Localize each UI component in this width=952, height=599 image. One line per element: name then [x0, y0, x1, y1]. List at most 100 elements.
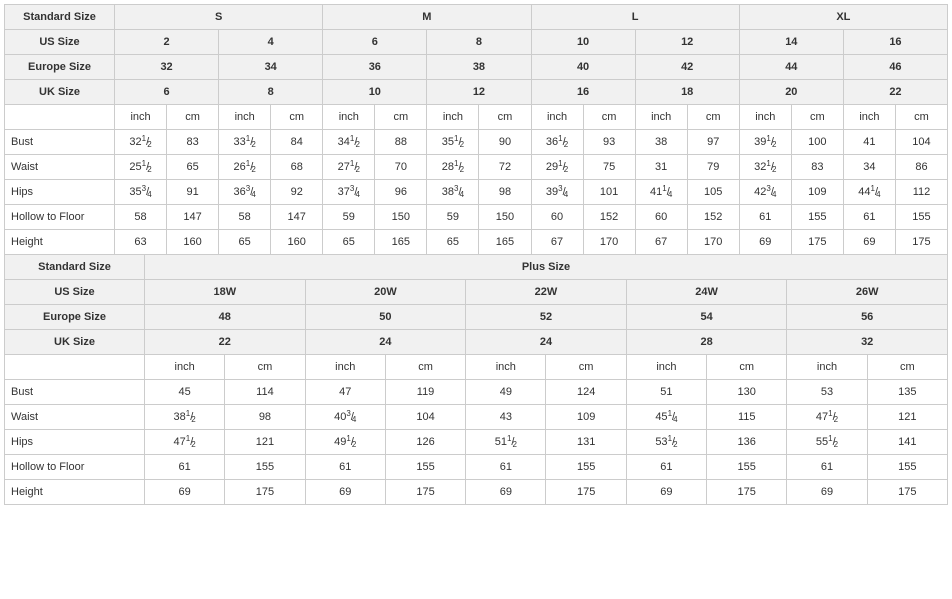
us-14: 14: [739, 30, 843, 55]
uk-32: 32: [787, 330, 948, 355]
header-uk-size: UK Size: [5, 80, 115, 105]
val-inch: 291/2: [531, 155, 583, 180]
val-inch: 351/2: [427, 130, 479, 155]
header-europe-size: Europe Size: [5, 55, 115, 80]
unit-cm: cm: [687, 105, 739, 130]
unit-inch: inch: [219, 105, 271, 130]
uk-12: 12: [427, 80, 531, 105]
val-inch: 31: [635, 155, 687, 180]
row-height-plus: Height: [5, 480, 145, 505]
val-cm: 104: [385, 405, 465, 430]
val-inch: 59: [323, 205, 375, 230]
val-cm: 109: [791, 180, 843, 205]
val-cm: 155: [791, 205, 843, 230]
val-inch: 321/2: [739, 155, 791, 180]
uk-8: 8: [219, 80, 323, 105]
val-inch: 363/4: [219, 180, 271, 205]
uk-24: 24: [305, 330, 466, 355]
row-waist: Waist: [5, 155, 115, 180]
val-inch: 383/4: [427, 180, 479, 205]
val-inch: 49: [466, 380, 546, 405]
val-cm: 121: [867, 405, 947, 430]
val-inch: 393/4: [531, 180, 583, 205]
val-inch: 471/2: [145, 430, 225, 455]
val-inch: 65: [427, 230, 479, 255]
val-cm: 70: [375, 155, 427, 180]
val-inch: 58: [115, 205, 167, 230]
val-inch: 61: [739, 205, 791, 230]
unit-inch: inch: [305, 355, 385, 380]
uk-10: 10: [323, 80, 427, 105]
row-hollow-to-floor: Hollow to Floor: [5, 205, 115, 230]
val-inch: 41: [843, 130, 895, 155]
val-inch: 511/2: [466, 430, 546, 455]
val-inch: 331/2: [219, 130, 271, 155]
blank: [5, 105, 115, 130]
val-inch: 61: [305, 455, 385, 480]
val-inch: 411/4: [635, 180, 687, 205]
eu-52: 52: [466, 305, 627, 330]
unit-inch: inch: [626, 355, 706, 380]
val-cm: 131: [546, 430, 626, 455]
eu-46: 46: [843, 55, 947, 80]
val-cm: 97: [687, 130, 739, 155]
us-12: 12: [635, 30, 739, 55]
uk-18: 18: [635, 80, 739, 105]
val-cm: 147: [271, 205, 323, 230]
unit-inch: inch: [787, 355, 867, 380]
val-inch: 63: [115, 230, 167, 255]
val-cm: 83: [791, 155, 843, 180]
unit-cm: cm: [707, 355, 787, 380]
val-cm: 109: [546, 405, 626, 430]
val-cm: 68: [271, 155, 323, 180]
header-europe-size-2: Europe Size: [5, 305, 145, 330]
val-cm: 175: [707, 480, 787, 505]
blank-2: [5, 355, 145, 380]
row-waist-plus: Waist: [5, 405, 145, 430]
val-cm: 90: [479, 130, 531, 155]
unit-cm: cm: [867, 355, 947, 380]
row-hips-plus: Hips: [5, 430, 145, 455]
eu-56: 56: [787, 305, 948, 330]
eu-54: 54: [626, 305, 787, 330]
val-cm: 155: [707, 455, 787, 480]
us-2: 2: [115, 30, 219, 55]
unit-inch: inch: [427, 105, 479, 130]
val-cm: 150: [375, 205, 427, 230]
val-inch: 321/2: [115, 130, 167, 155]
val-inch: 69: [626, 480, 706, 505]
val-cm: 130: [707, 380, 787, 405]
unit-inch: inch: [145, 355, 225, 380]
val-inch: 59: [427, 205, 479, 230]
val-cm: 152: [687, 205, 739, 230]
val-cm: 175: [546, 480, 626, 505]
val-cm: 170: [687, 230, 739, 255]
val-cm: 155: [867, 455, 947, 480]
val-inch: 38: [635, 130, 687, 155]
eu-38: 38: [427, 55, 531, 80]
val-cm: 83: [167, 130, 219, 155]
us-26W: 26W: [787, 280, 948, 305]
val-cm: 84: [271, 130, 323, 155]
val-cm: 75: [583, 155, 635, 180]
eu-42: 42: [635, 55, 739, 80]
eu-40: 40: [531, 55, 635, 80]
uk-6: 6: [115, 80, 219, 105]
row-height: Height: [5, 230, 115, 255]
header-us-size: US Size: [5, 30, 115, 55]
eu-32: 32: [115, 55, 219, 80]
val-cm: 93: [583, 130, 635, 155]
val-inch: 34: [843, 155, 895, 180]
unit-cm: cm: [546, 355, 626, 380]
val-cm: 175: [895, 230, 947, 255]
header-plus-size: Plus Size: [145, 255, 948, 280]
val-inch: 261/2: [219, 155, 271, 180]
unit-cm: cm: [385, 355, 465, 380]
val-cm: 155: [546, 455, 626, 480]
val-inch: 391/2: [739, 130, 791, 155]
val-inch: 341/2: [323, 130, 375, 155]
unit-cm: cm: [791, 105, 843, 130]
plus-size-table: Standard SizePlus SizeUS Size18W20W22W24…: [4, 254, 948, 505]
val-cm: 165: [479, 230, 531, 255]
val-inch: 67: [635, 230, 687, 255]
